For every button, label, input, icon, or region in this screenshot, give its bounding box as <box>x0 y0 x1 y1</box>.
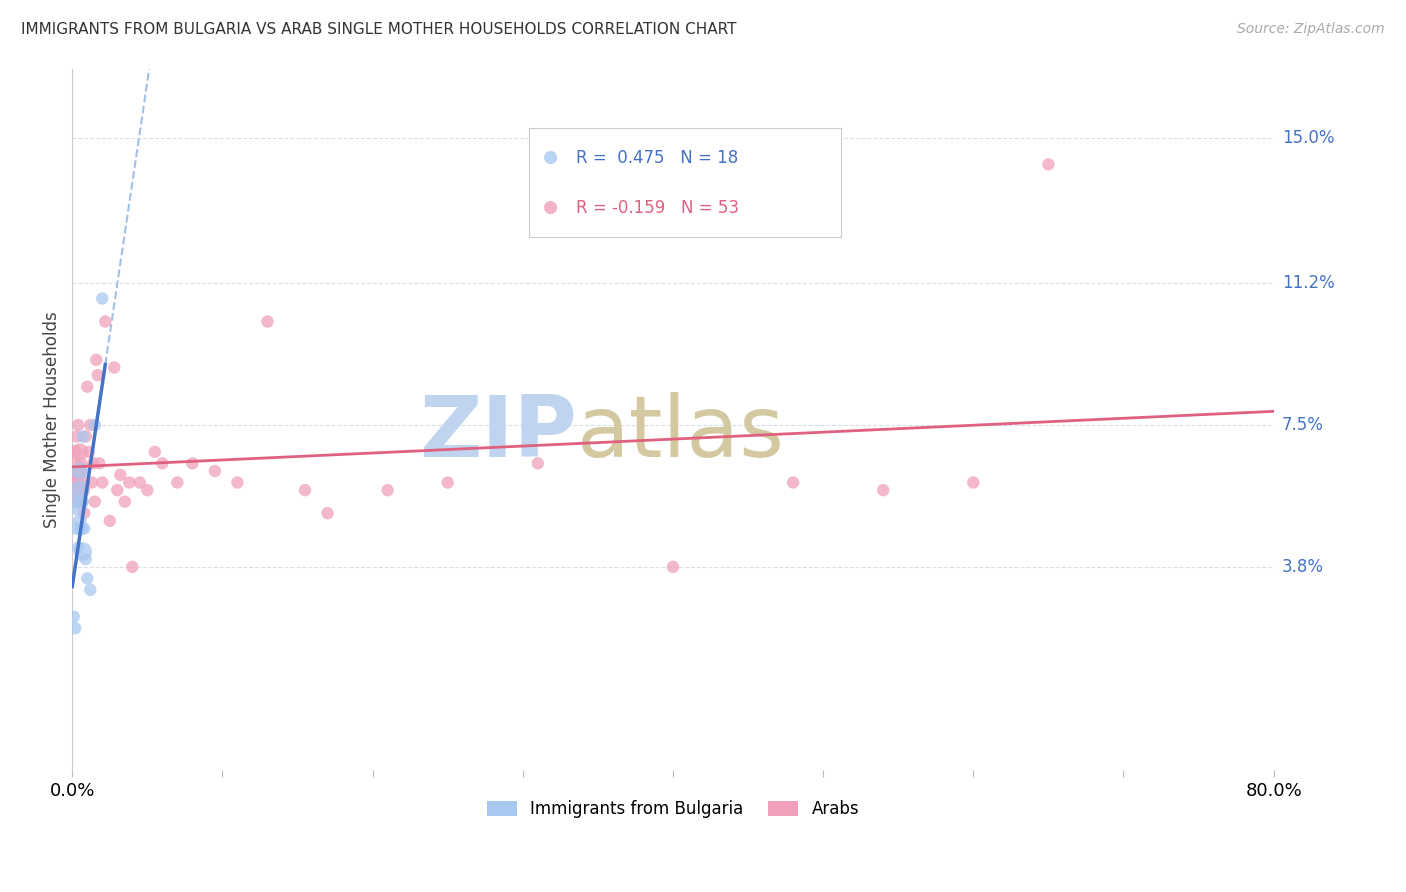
Point <box>79 582 101 597</box>
Point <box>294 483 316 498</box>
Point <box>962 475 984 490</box>
Point <box>70 494 93 508</box>
Point <box>66 467 89 482</box>
Point <box>72 544 94 558</box>
Point <box>103 360 125 375</box>
Point <box>72 483 94 498</box>
Point <box>65 445 87 459</box>
Y-axis label: Single Mother Households: Single Mother Households <box>44 311 60 528</box>
Point <box>67 494 90 508</box>
Point <box>83 417 105 432</box>
Text: Source: ZipAtlas.com: Source: ZipAtlas.com <box>1237 22 1385 37</box>
Text: 11.2%: 11.2% <box>1282 274 1334 293</box>
Point <box>73 506 96 520</box>
Point <box>69 514 91 528</box>
Text: atlas: atlas <box>576 392 785 475</box>
Legend: Immigrants from Bulgaria, Arabs: Immigrants from Bulgaria, Arabs <box>479 794 866 825</box>
Point <box>118 475 141 490</box>
Point <box>91 292 114 306</box>
Text: ZIP: ZIP <box>419 392 576 475</box>
Point <box>66 502 89 516</box>
Point <box>72 429 94 443</box>
Text: 7.5%: 7.5% <box>1282 416 1324 434</box>
Point <box>73 475 96 490</box>
Point <box>76 571 98 585</box>
Point <box>67 494 90 508</box>
Point <box>83 494 105 508</box>
Point <box>69 445 91 459</box>
Point <box>75 429 97 443</box>
Point <box>256 314 278 328</box>
Point <box>526 456 548 470</box>
Point <box>136 483 159 498</box>
Point <box>69 464 91 478</box>
Point <box>377 483 399 498</box>
Point <box>69 483 91 498</box>
Text: 3.8%: 3.8% <box>1282 558 1324 576</box>
Point <box>77 445 100 459</box>
Point <box>114 494 136 508</box>
Point <box>84 352 107 367</box>
Point <box>662 559 685 574</box>
Point <box>166 475 188 490</box>
Point <box>80 475 103 490</box>
Point <box>67 417 90 432</box>
Point <box>316 506 339 520</box>
Point <box>73 521 96 535</box>
Point <box>66 429 89 443</box>
Point <box>181 456 204 470</box>
Point <box>62 609 84 624</box>
Point <box>105 483 128 498</box>
Point <box>65 483 87 498</box>
Text: 15.0%: 15.0% <box>1282 128 1334 146</box>
Point <box>128 475 150 490</box>
Point <box>67 541 90 555</box>
Point <box>65 621 87 635</box>
Point <box>82 456 104 470</box>
Point <box>76 379 98 393</box>
Point <box>66 521 89 535</box>
Point <box>436 475 458 490</box>
Point <box>91 475 114 490</box>
Point <box>70 521 93 535</box>
Point <box>872 483 894 498</box>
Point <box>121 559 143 574</box>
Point <box>70 456 93 470</box>
Point <box>69 464 91 478</box>
Point <box>98 514 121 528</box>
Point <box>75 552 97 566</box>
Point <box>89 456 111 470</box>
Point <box>782 475 804 490</box>
Point <box>143 445 166 459</box>
Point <box>150 456 173 470</box>
Point <box>62 464 84 478</box>
Point <box>87 368 110 383</box>
Point <box>70 494 93 508</box>
Point <box>110 467 132 482</box>
Point <box>79 417 101 432</box>
Point <box>204 464 226 478</box>
Point <box>69 483 91 498</box>
Point <box>226 475 249 490</box>
Text: IMMIGRANTS FROM BULGARIA VS ARAB SINGLE MOTHER HOUSEHOLDS CORRELATION CHART: IMMIGRANTS FROM BULGARIA VS ARAB SINGLE … <box>21 22 737 37</box>
Point <box>94 314 117 328</box>
Point <box>1038 157 1060 171</box>
